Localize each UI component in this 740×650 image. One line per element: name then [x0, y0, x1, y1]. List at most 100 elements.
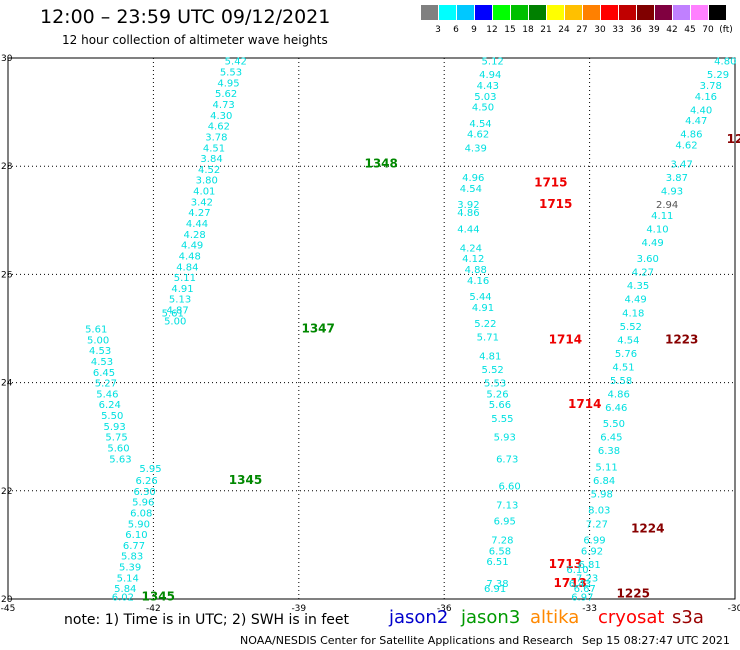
- wave-height-value: 4.10: [646, 224, 668, 235]
- wave-height-value: 6.10: [566, 565, 588, 576]
- wave-height-value: 6.26: [135, 476, 157, 487]
- wave-height-value: 6.84: [593, 476, 615, 487]
- x-tick-label: -33: [582, 604, 597, 614]
- legend-label: 45: [684, 25, 696, 35]
- wave-height-value: 5.76: [615, 349, 637, 360]
- legend-swatch: [619, 5, 636, 20]
- legend-label: 12: [486, 25, 498, 35]
- wave-height-value: 5.22: [474, 319, 496, 330]
- page-title: 12:00 – 23:59 UTC 09/12/2021: [40, 6, 331, 28]
- pass-time-label: 1714: [568, 397, 601, 411]
- wave-height-value: 4.49: [641, 238, 663, 249]
- wave-height-value: 8.03: [588, 506, 610, 517]
- legend-swatch: [709, 5, 726, 20]
- legend-swatch: [547, 5, 564, 20]
- wave-height-value: 5.55: [491, 414, 513, 425]
- wave-height-value: 5.93: [494, 433, 516, 444]
- wave-height-value: 5.46: [96, 389, 118, 400]
- x-tick-label: -45: [1, 604, 16, 614]
- wave-height-value: 4.81: [479, 352, 501, 363]
- wave-height-value: 6.08: [130, 508, 152, 519]
- pass-time-label: 1715: [539, 197, 572, 211]
- x-tick-label: -39: [291, 604, 306, 614]
- page-subtitle: 12 hour collection of altimeter wave hei…: [62, 33, 328, 47]
- wave-height-value: 6.38: [598, 446, 620, 457]
- wave-height-value: 4.30: [210, 111, 232, 122]
- wave-height-value: 6.67: [574, 584, 596, 595]
- satellite-altika: altika: [530, 607, 580, 628]
- wave-height-value: 5.63: [109, 454, 131, 465]
- wave-height-value: 4.91: [171, 284, 193, 295]
- legend-swatch: [493, 5, 510, 20]
- legend-swatch: [655, 5, 672, 20]
- wave-height-value: 4.62: [208, 122, 230, 133]
- legend-label: 33: [612, 25, 624, 35]
- wave-height-value: 4.40: [690, 105, 712, 116]
- wave-height-value: 5.98: [591, 490, 613, 501]
- legend-swatch: [529, 5, 546, 20]
- pass-time-label: 1714: [549, 332, 582, 346]
- wave-height-value: 4.52: [198, 165, 220, 176]
- wave-height-value: 5.14: [117, 573, 139, 584]
- wave-height-value: 6.73: [496, 454, 518, 465]
- wave-height-value: 6.24: [99, 400, 121, 411]
- plot-frame: [7, 57, 736, 600]
- legend-label: 15: [504, 25, 516, 35]
- wave-height-value: 5.13: [169, 295, 191, 306]
- wave-height-value: 6.77: [123, 541, 145, 552]
- wave-height-value: 4.35: [627, 281, 649, 292]
- legend-label: 9: [471, 25, 477, 35]
- wave-height-value: 3.47: [671, 159, 693, 170]
- wave-height-value: 4.94: [479, 70, 501, 81]
- wave-height-value: 5.61: [162, 308, 184, 319]
- wave-height-value: 6.97: [571, 592, 593, 603]
- wave-height-value: 4.28: [183, 230, 205, 241]
- wave-height-value: 2.94: [656, 200, 678, 211]
- y-tick-label: 22: [1, 487, 12, 497]
- footer-note: note: 1) Time is in UTC; 2) SWH is in fe…: [64, 612, 350, 628]
- wave-height-value: 4.01: [193, 187, 215, 198]
- wave-height-value: 4.54: [469, 119, 491, 130]
- legend-label: 70: [702, 25, 714, 35]
- legend-label: 6: [453, 25, 459, 35]
- legend-swatch: [421, 5, 438, 20]
- wave-height-value: 5.00: [87, 335, 109, 346]
- wave-height-value: 5.11: [174, 273, 196, 284]
- wave-height-value: 4.51: [612, 362, 634, 373]
- wave-height-value: 4.18: [622, 308, 644, 319]
- wave-height-value: 6.45: [93, 368, 115, 379]
- wave-height-value: 7.28: [491, 535, 513, 546]
- satellite-jason2: jason2: [389, 607, 449, 628]
- legend-label: 39: [648, 25, 660, 35]
- wave-height-value: 3.87: [666, 173, 688, 184]
- wave-height-value: 5.60: [107, 444, 129, 455]
- wave-height-value: 4.50: [472, 103, 494, 114]
- wave-height-value: 5.83: [121, 552, 143, 563]
- wave-height-value: 4.12: [462, 254, 484, 265]
- wave-height-value: 7.27: [586, 519, 608, 530]
- wave-height-value: 5.75: [105, 433, 127, 444]
- wave-height-value: 3.42: [191, 197, 213, 208]
- wave-height-value: 7.13: [496, 500, 518, 511]
- wave-height-value: 4.73: [213, 100, 235, 111]
- wave-height-value: 5.12: [482, 57, 504, 68]
- wave-height-value: 4.54: [460, 184, 482, 195]
- wave-height-value: 5.71: [477, 333, 499, 344]
- legend-label: 18: [522, 25, 534, 35]
- wave-height-value: 5.66: [489, 400, 511, 411]
- wave-height-value: 4.16: [467, 276, 489, 287]
- wave-height-value: 4.24: [460, 243, 482, 254]
- wave-height-value: 5.52: [620, 322, 642, 333]
- x-tick-label: -36: [437, 604, 452, 614]
- wave-height-value: 5.52: [482, 365, 504, 376]
- wave-height-value: 4.54: [617, 335, 639, 346]
- pass-time-label: 1225: [617, 587, 650, 601]
- wave-height-value: 4.16: [695, 92, 717, 103]
- wave-height-value: 4.91: [472, 303, 494, 314]
- wave-height-value: 4.27: [188, 208, 210, 219]
- wave-height-value: 5.27: [95, 379, 117, 390]
- wave-height-value: 4.96: [462, 173, 484, 184]
- wave-height-value: 4.86: [680, 130, 702, 141]
- pass-time-label: 12: [727, 132, 740, 146]
